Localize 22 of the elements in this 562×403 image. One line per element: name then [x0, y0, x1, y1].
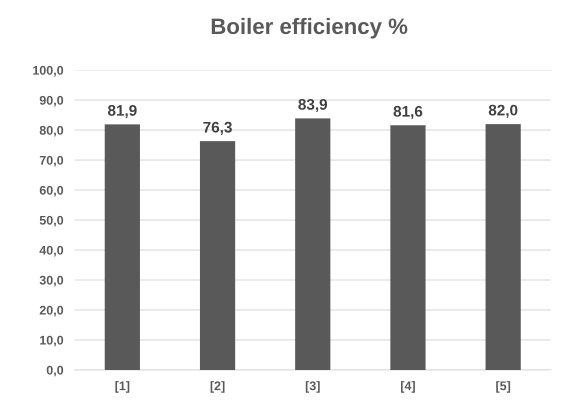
- chart-title: Boiler efficiency %: [212, 18, 408, 39]
- y-tick-label: 40,0: [40, 246, 64, 256]
- data-label: 76,3: [203, 122, 232, 135]
- x-tick-label: [3]: [306, 381, 320, 393]
- y-tick-label: 30,0: [40, 276, 64, 286]
- y-tick-label: 60,0: [40, 186, 64, 197]
- y-tick-label: 0,0: [46, 366, 64, 376]
- x-tick-label: [1]: [115, 381, 130, 393]
- y-tick-label: 50,0: [40, 216, 64, 227]
- y-tick-label: 100,0: [33, 66, 64, 77]
- y-tick-label: 80,0: [40, 126, 64, 137]
- y-tick-label: 10,0: [40, 336, 64, 346]
- x-tick-label: [2]: [210, 381, 224, 393]
- y-tick-label: 70,0: [40, 156, 64, 167]
- x-tick-label: [4]: [401, 381, 415, 393]
- y-tick-label: 20,0: [40, 306, 64, 316]
- data-label: 83,9: [298, 99, 328, 112]
- x-tick-label: [5]: [496, 381, 510, 393]
- data-label: 81,9: [108, 105, 137, 118]
- data-label: 81,6: [394, 106, 422, 119]
- y-tick-label: 90,0: [40, 96, 64, 107]
- data-label: 82,0: [488, 104, 518, 118]
